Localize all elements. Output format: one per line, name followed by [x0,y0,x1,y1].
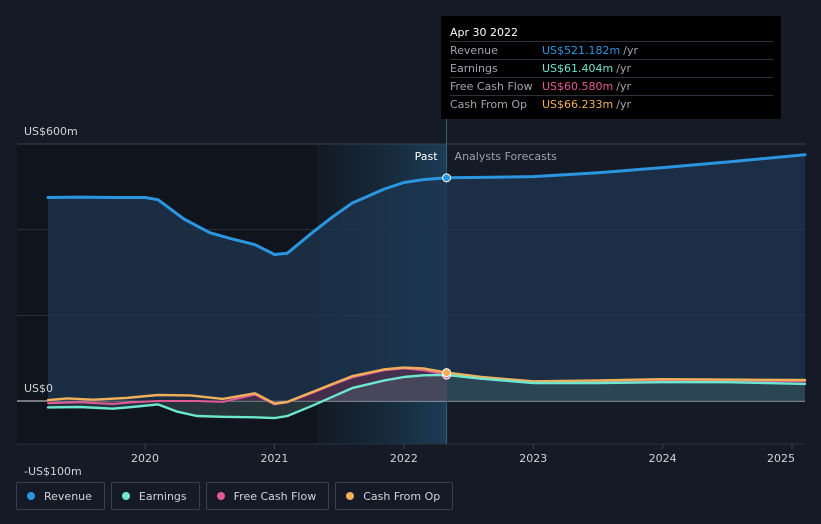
tooltip-row-free-cash-flow: Free Cash Flow US$60.580m /yr [450,77,773,95]
earnings-dot-icon [121,492,130,500]
y-tick-label: -US$100m [24,465,82,478]
revenue-dot-icon [27,492,35,500]
cash-from-op-line [46,366,807,405]
tooltip-value: US$521.182m [542,44,621,57]
tooltip-label: Revenue [450,44,498,57]
tooltip-label: Earnings [450,62,498,75]
chart-legend: Revenue Earnings Free Cash Flow Cash Fro… [16,482,454,512]
data-tooltip: Apr 30 2022 Revenue US$521.182m /yr Earn… [441,16,781,119]
revenue-area [48,154,805,401]
past-label: Past [415,150,439,163]
forecast-label: Analysts Forecasts [455,150,558,163]
x-tick-label: 2022 [390,452,418,465]
x-tick-label: 2023 [519,452,547,465]
legend-item-free-cash-flow[interactable]: Free Cash Flow [205,482,330,510]
x-tick-label: 2025 [767,452,795,465]
legend-item-revenue[interactable]: Revenue [16,482,105,510]
x-tick-label: 2024 [649,452,677,465]
tooltip-date: Apr 30 2022 [450,26,519,39]
legend-item-earnings[interactable]: Earnings [110,482,200,510]
x-tick-label: 2020 [131,452,159,465]
tooltip-label: Free Cash Flow [450,80,533,93]
legend-label: Free Cash Flow [233,489,317,503]
y-tick-label: US$600m [24,125,78,138]
earnings-line [46,373,807,420]
tooltip-unit: /yr [616,62,631,75]
y-tick-label: US$0 [24,382,53,395]
tooltip-unit: /yr [616,98,631,111]
legend-label: Earnings [138,489,187,503]
free-cash-flow-area [48,368,447,405]
tooltip-unit: /yr [623,44,638,57]
tooltip-unit: /yr [616,80,631,93]
free-cash-flow-dot-icon [216,492,225,500]
revenue-line [46,153,807,256]
cash-from-op-dot-icon [346,492,355,500]
tooltip-value: US$60.580m [542,80,614,93]
revenue-point [442,173,452,183]
tooltip-value: US$61.404m [542,62,614,75]
legend-label: Cash From Op [363,489,441,503]
tooltip-label: Cash From Op [450,98,528,111]
cash-from-op-point [442,368,452,378]
tooltip-row-cash-from-op: Cash From Op US$66.233m /yr [450,95,773,113]
x-tick-label: 2021 [260,452,288,465]
earnings-area [48,374,805,419]
tooltip-value: US$66.233m [542,98,614,111]
tooltip-row-earnings: Earnings US$61.404m /yr [450,59,773,77]
tooltip-row-revenue: Revenue US$521.182m /yr [450,41,773,59]
legend-item-cash-from-op[interactable]: Cash From Op [335,482,454,510]
legend-label: Revenue [44,489,92,503]
